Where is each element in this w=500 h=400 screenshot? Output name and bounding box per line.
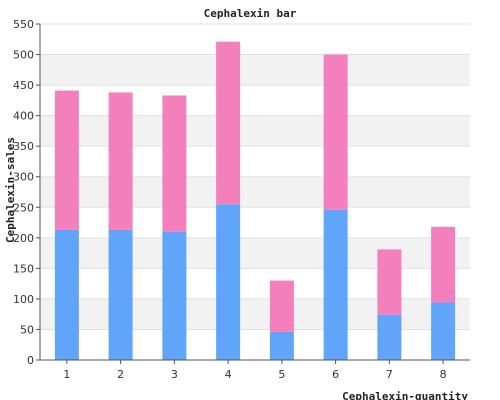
bar-segment-series-2: [431, 226, 456, 303]
axes: [39, 24, 470, 361]
bar-segment-series-1: [323, 209, 348, 360]
y-tick-label: 200: [13, 232, 34, 245]
grid-band: [40, 298, 470, 330]
y-tick-label: 500: [13, 49, 34, 62]
y-axis-ticks: 0 50 100 150 200 250 300 350 400 450 500 550: [13, 18, 40, 367]
y-tick-label: 150: [13, 262, 34, 275]
bar-segment-series-2: [216, 41, 241, 205]
bar-segment-series-1: [377, 314, 402, 360]
bar-segment-series-2: [108, 92, 133, 230]
bar-segment-series-1: [108, 229, 133, 360]
y-tick-label: 50: [20, 323, 34, 336]
x-tick-label: 6: [332, 368, 339, 381]
y-tick-label: 300: [13, 171, 34, 184]
chart-title: Cephalexin bar: [204, 7, 297, 20]
x-tick-label: 1: [63, 368, 70, 381]
x-tick-label: 8: [440, 368, 447, 381]
y-tick-label: 450: [13, 79, 34, 92]
grid-band: [40, 115, 470, 147]
bar-segment-series-1: [431, 302, 456, 360]
grid-bands: [40, 54, 470, 330]
grid-band: [40, 237, 470, 269]
y-tick-label: 100: [13, 293, 34, 306]
bar-segment-series-2: [377, 249, 402, 315]
bar-segment-series-1: [269, 331, 294, 360]
x-tick-label: 5: [278, 368, 285, 381]
y-axis-label: Cephalexin-sales: [4, 137, 17, 243]
bar-segment-series-1: [162, 231, 187, 360]
bar-segment-series-1: [54, 229, 79, 360]
grid-band: [40, 176, 470, 208]
x-tick-label: 3: [171, 368, 178, 381]
y-tick-label: 250: [13, 201, 34, 214]
bar-segment-series-2: [54, 90, 79, 230]
y-tick-label: 350: [13, 140, 34, 153]
grid-band: [40, 54, 470, 86]
x-tick-label: 4: [225, 368, 232, 381]
x-axis-ticks: 1 2 3 4 5 6 7 8: [63, 360, 447, 381]
bar-segment-series-1: [216, 204, 241, 360]
bar-segment-series-2: [162, 95, 187, 232]
bars: [54, 41, 456, 360]
y-tick-label: 550: [13, 18, 34, 31]
x-axis-label: Cephalexin-quantity: [342, 390, 468, 400]
y-tick-label: 400: [13, 110, 34, 123]
x-tick-label: 2: [117, 368, 124, 381]
y-tick-label: 0: [27, 354, 34, 367]
bar-segment-series-2: [269, 280, 294, 332]
x-tick-label: 7: [386, 368, 393, 381]
bar-segment-series-2: [323, 54, 348, 210]
